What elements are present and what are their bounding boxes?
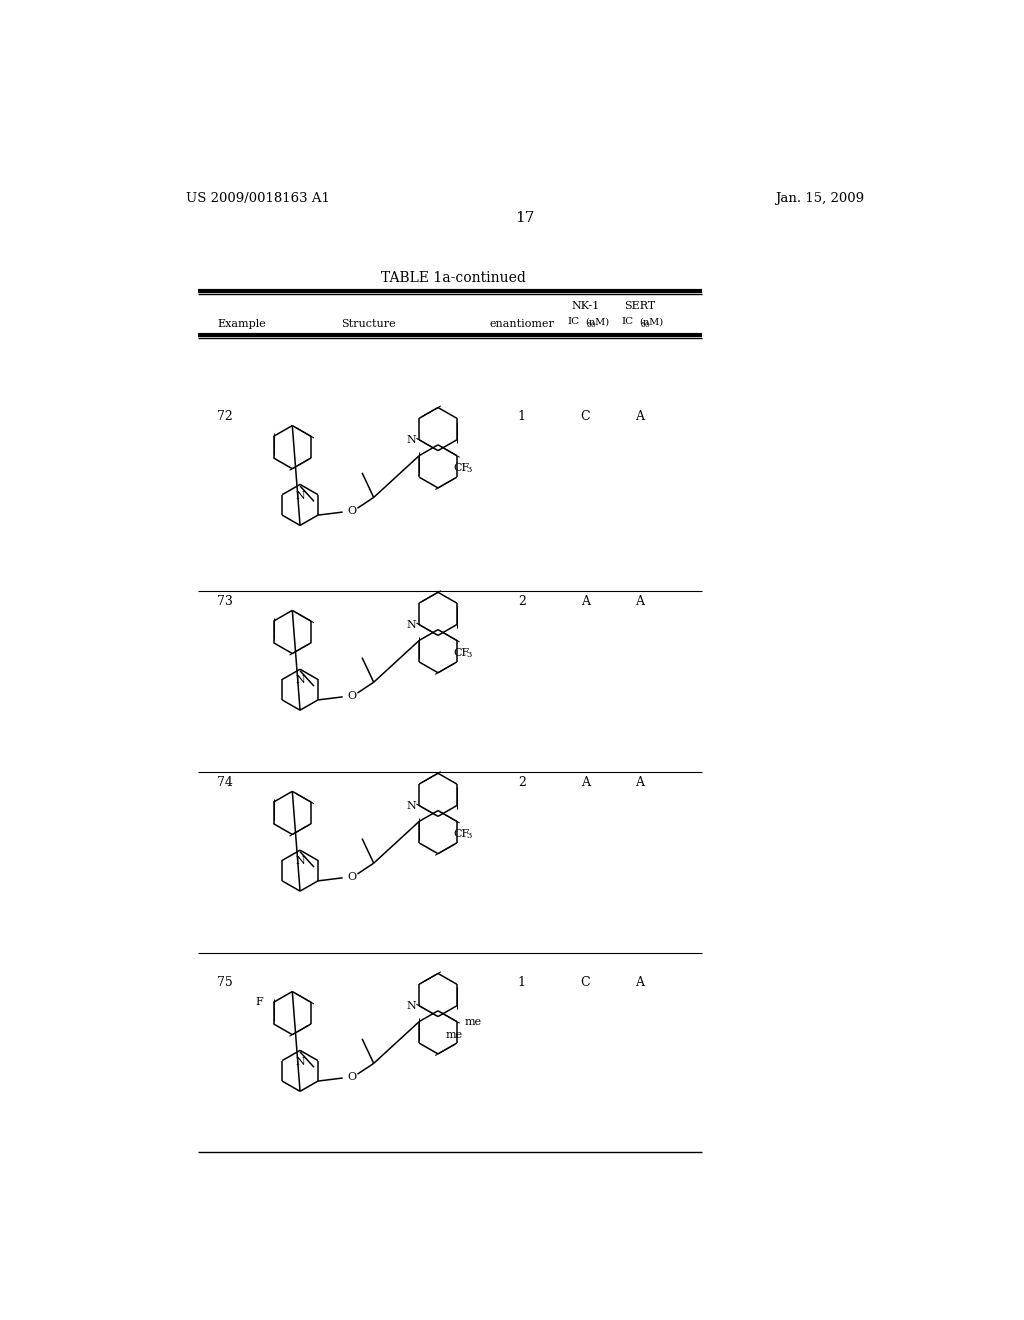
Text: CF: CF [454,648,470,659]
Text: 72: 72 [217,409,232,422]
Text: N: N [407,1001,416,1011]
Text: A: A [635,594,644,607]
Text: N: N [295,676,305,685]
Text: (nM): (nM) [639,317,664,326]
Text: A: A [581,594,590,607]
Text: 1: 1 [518,409,525,422]
Text: Structure: Structure [341,319,395,329]
Text: 17: 17 [515,211,535,226]
Text: SERT: SERT [624,301,655,312]
Text: (nM): (nM) [585,317,609,326]
Text: 1: 1 [518,975,525,989]
Text: O: O [347,692,356,701]
Text: O: O [347,873,356,882]
Text: me: me [465,1016,481,1027]
Text: US 2009/0018163 A1: US 2009/0018163 A1 [186,191,330,205]
Text: A: A [581,776,590,788]
Text: N: N [295,1056,305,1067]
Text: 2: 2 [518,776,525,788]
Text: C: C [581,975,590,989]
Text: 74: 74 [217,776,233,788]
Text: 73: 73 [217,594,233,607]
Text: F: F [255,998,263,1007]
Text: N: N [407,619,416,630]
Text: me: me [445,1030,463,1040]
Text: IC: IC [622,317,634,326]
Text: 3: 3 [467,466,472,474]
Text: A: A [635,776,644,788]
Text: N: N [407,801,416,810]
Text: C: C [581,409,590,422]
Text: 75: 75 [217,975,232,989]
Text: 2: 2 [518,594,525,607]
Text: A: A [635,409,644,422]
Text: 3: 3 [467,832,472,840]
Text: IC: IC [567,317,580,326]
Text: Example: Example [217,319,266,329]
Text: TABLE 1a-continued: TABLE 1a-continued [381,271,526,285]
Text: 3: 3 [467,651,472,659]
Text: N: N [295,491,305,500]
Text: enantiomer: enantiomer [489,319,554,329]
Text: O: O [347,507,356,516]
Text: 50: 50 [640,321,650,329]
Text: N: N [407,434,416,445]
Text: 50: 50 [586,321,596,329]
Text: CF: CF [454,463,470,474]
Text: O: O [347,1072,356,1082]
Text: A: A [635,975,644,989]
Text: N: N [295,857,305,866]
Text: CF: CF [454,829,470,840]
Text: Jan. 15, 2009: Jan. 15, 2009 [775,191,864,205]
Text: NK-1: NK-1 [571,301,599,312]
